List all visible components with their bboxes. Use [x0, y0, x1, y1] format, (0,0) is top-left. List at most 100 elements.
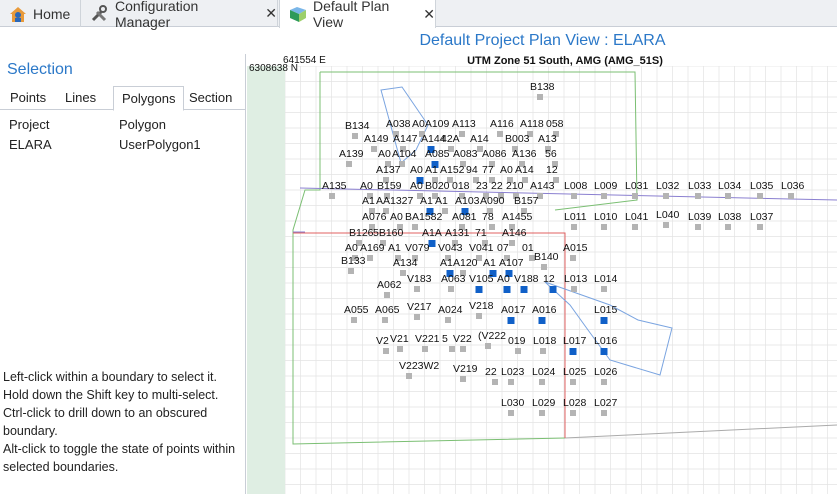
point-marker[interactable]	[529, 255, 535, 261]
point-marker[interactable]	[448, 286, 454, 292]
point-marker[interactable]	[400, 146, 406, 152]
point-marker[interactable]	[509, 224, 515, 230]
close-icon[interactable]: ✕	[423, 5, 435, 22]
point-marker[interactable]	[419, 131, 425, 137]
point-marker[interactable]	[445, 317, 451, 323]
selected-point-marker[interactable]	[416, 177, 424, 184]
point-marker[interactable]	[489, 161, 495, 167]
selected-point-marker[interactable]	[446, 270, 454, 277]
point-marker[interactable]	[497, 131, 503, 137]
selected-point-marker[interactable]	[427, 146, 435, 153]
point-marker[interactable]	[352, 255, 358, 261]
point-marker[interactable]	[507, 177, 513, 183]
point-marker[interactable]	[382, 317, 388, 323]
point-marker[interactable]	[460, 346, 466, 352]
point-marker[interactable]	[522, 177, 528, 183]
point-marker[interactable]	[489, 224, 495, 230]
point-marker[interactable]	[725, 193, 731, 199]
plan-view-map[interactable]: B138 A038 A0A109 A113 A116 A118 058 B134 A149 A14…	[247, 54, 837, 494]
point-marker[interactable]	[663, 222, 669, 228]
point-marker[interactable]	[571, 286, 577, 292]
point-marker[interactable]	[539, 379, 545, 385]
point-marker[interactable]	[412, 255, 418, 261]
point-marker[interactable]	[356, 240, 362, 246]
point-marker[interactable]	[504, 255, 510, 261]
point-marker[interactable]	[482, 240, 488, 246]
point-marker[interactable]	[352, 133, 358, 139]
tab-home[interactable]: Home	[0, 0, 81, 27]
point-marker[interactable]	[383, 208, 389, 214]
point-marker[interactable]	[459, 131, 465, 137]
point-marker[interactable]	[601, 193, 607, 199]
selected-point-marker[interactable]	[505, 270, 513, 277]
point-marker[interactable]	[445, 255, 451, 261]
point-marker[interactable]	[492, 379, 498, 385]
point-marker[interactable]	[519, 161, 525, 167]
point-marker[interactable]	[527, 131, 533, 137]
point-marker[interactable]	[417, 193, 423, 199]
blue-boundary-user-polygon[interactable]	[544, 281, 673, 376]
selected-point-marker[interactable]	[428, 240, 436, 247]
point-marker[interactable]	[757, 193, 763, 199]
selected-point-marker[interactable]	[503, 286, 511, 293]
point-marker[interactable]	[459, 224, 465, 230]
point-marker[interactable]	[476, 255, 482, 261]
point-marker[interactable]	[498, 193, 504, 199]
selected-point-marker[interactable]	[489, 270, 497, 277]
point-marker[interactable]	[397, 346, 403, 352]
point-marker[interactable]	[537, 193, 543, 199]
point-marker[interactable]	[460, 270, 466, 276]
point-marker[interactable]	[473, 177, 479, 183]
selected-point-marker[interactable]	[426, 208, 434, 215]
point-marker[interactable]	[447, 177, 453, 183]
point-marker[interactable]	[367, 255, 373, 261]
point-marker[interactable]	[476, 313, 482, 319]
point-marker[interactable]	[399, 161, 405, 167]
selected-point-marker[interactable]	[569, 348, 577, 355]
tab-default-plan-view[interactable]: Default Plan View ✕	[279, 0, 436, 30]
selected-point-marker[interactable]	[600, 317, 608, 324]
selected-point-marker[interactable]	[520, 286, 528, 293]
point-marker[interactable]	[601, 286, 607, 292]
point-marker[interactable]	[380, 240, 386, 246]
selected-point-marker[interactable]	[461, 208, 469, 215]
purple-boundary[interactable]	[299, 187, 837, 201]
point-marker[interactable]	[384, 193, 390, 199]
point-marker[interactable]	[570, 410, 576, 416]
selected-point-marker[interactable]	[600, 348, 608, 355]
point-marker[interactable]	[432, 193, 438, 199]
point-marker[interactable]	[477, 146, 483, 152]
point-marker[interactable]	[788, 193, 794, 199]
point-marker[interactable]	[571, 224, 577, 230]
point-marker[interactable]	[541, 264, 547, 270]
point-marker[interactable]	[397, 224, 403, 230]
point-marker[interactable]	[570, 379, 576, 385]
point-marker[interactable]	[383, 348, 389, 354]
outer-boundary-green[interactable]	[292, 72, 566, 445]
point-marker[interactable]	[695, 193, 701, 199]
point-marker[interactable]	[414, 314, 420, 320]
point-marker[interactable]	[483, 193, 489, 199]
point-marker[interactable]	[695, 224, 701, 230]
point-marker[interactable]	[757, 224, 763, 230]
point-marker[interactable]	[487, 208, 493, 214]
point-marker[interactable]	[448, 146, 454, 152]
point-marker[interactable]	[432, 177, 438, 183]
point-marker[interactable]	[508, 379, 514, 385]
point-marker[interactable]	[485, 343, 491, 349]
tab-points[interactable]: Points	[10, 90, 47, 105]
tab-section[interactable]: Section	[189, 90, 233, 105]
point-marker[interactable]	[460, 161, 466, 167]
point-marker[interactable]	[384, 292, 390, 298]
point-marker[interactable]	[422, 346, 428, 352]
selected-point-marker[interactable]	[507, 317, 515, 324]
tab-lines[interactable]: Lines	[65, 90, 97, 105]
point-marker[interactable]	[412, 224, 418, 230]
point-marker[interactable]	[663, 193, 669, 199]
point-marker[interactable]	[367, 193, 373, 199]
red-boundary[interactable]	[293, 232, 566, 438]
point-marker[interactable]	[449, 346, 455, 352]
point-marker[interactable]	[512, 146, 518, 152]
point-marker[interactable]	[395, 255, 401, 261]
selected-point-marker[interactable]	[549, 286, 557, 293]
